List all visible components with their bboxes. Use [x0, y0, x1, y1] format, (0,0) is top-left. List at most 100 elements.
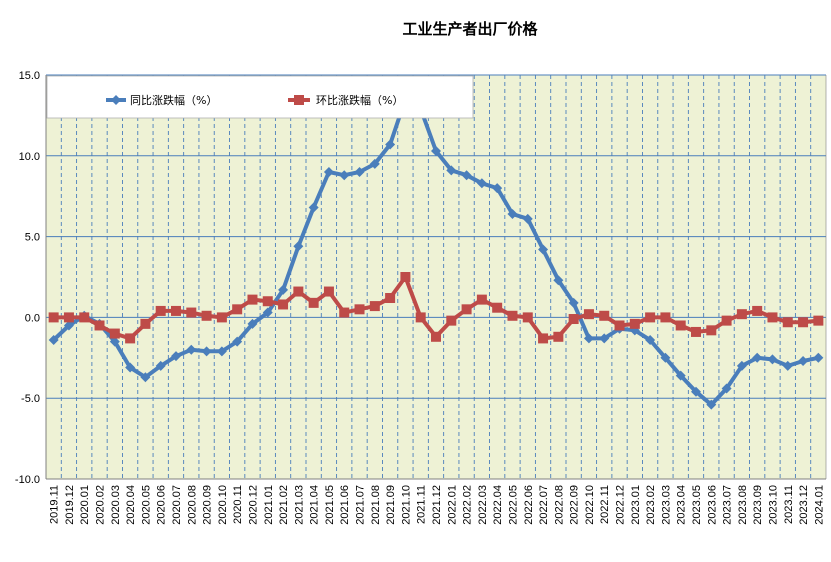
x-tick-label: 2023.03 [660, 485, 672, 525]
x-tick-label: 2022.03 [477, 485, 489, 525]
data-point-mom [155, 305, 166, 316]
legend-label-yoy: 同比涨跌幅（%） [130, 93, 217, 107]
data-point-mom [614, 320, 625, 331]
data-point-mom [354, 304, 365, 315]
data-point-yoy [278, 284, 289, 295]
data-point-mom [216, 312, 227, 323]
data-point-yoy [63, 320, 74, 331]
data-point-mom [813, 315, 824, 326]
data-point-yoy [140, 372, 151, 383]
data-point-yoy [431, 145, 441, 156]
data-point-mom [339, 307, 350, 318]
data-point-yoy [568, 297, 579, 308]
x-tick-label: 2022.07 [538, 485, 550, 525]
x-tick-label: 2022.09 [569, 485, 581, 525]
data-point-mom [645, 312, 656, 323]
data-point-mom [94, 320, 105, 331]
legend-item-yoy: 同比涨跌幅（%） [106, 93, 217, 107]
data-point-mom [201, 310, 212, 321]
y-tick-label: 5.0 [25, 232, 40, 244]
data-point-yoy [186, 344, 197, 355]
chart-title: 工业生产者出厂价格 [402, 20, 538, 38]
data-point-yoy [553, 275, 564, 286]
x-tick-label: 2021.04 [309, 485, 321, 525]
x-tick-label: 2023.11 [783, 485, 795, 524]
plot-area [46, 75, 826, 479]
series-layer [48, 94, 824, 410]
data-point-yoy [706, 399, 717, 410]
data-point-mom [232, 304, 243, 315]
data-point-yoy [232, 336, 243, 347]
data-point-yoy [171, 351, 181, 362]
x-tick-label: 2020.05 [140, 485, 152, 525]
data-point-mom [48, 312, 59, 323]
x-tick-label: 2021.07 [355, 485, 367, 525]
legend-marker-diamond [111, 95, 121, 105]
data-point-mom [798, 317, 809, 328]
data-point-mom [247, 294, 258, 305]
x-tick-label: 2021.11 [416, 485, 428, 524]
x-tick-label: 2019.11 [49, 485, 61, 524]
data-point-yoy [216, 346, 227, 357]
data-point-mom [492, 302, 503, 313]
x-tick-label: 2021.10 [400, 485, 412, 525]
data-point-mom [293, 286, 304, 297]
data-point-mom [629, 318, 640, 329]
data-point-yoy [323, 166, 334, 177]
data-point-mom [538, 333, 549, 344]
data-point-mom [660, 312, 671, 323]
x-tick-label: 2023.02 [645, 485, 657, 525]
x-tick-label: 2023.09 [752, 485, 764, 525]
plot-background [46, 75, 826, 479]
x-tick-label: 2022.12 [615, 485, 627, 525]
data-point-mom [568, 314, 579, 325]
x-tick-label: 2024.01 [813, 485, 825, 525]
x-tick-label: 2020.12 [247, 485, 259, 525]
data-point-mom [171, 305, 181, 316]
x-tick-label: 2022.02 [462, 485, 474, 525]
data-point-yoy [583, 333, 594, 344]
data-point-mom [522, 312, 533, 323]
data-point-yoy [782, 360, 793, 371]
x-tick-label: 2022.06 [523, 485, 535, 525]
data-point-yoy [155, 360, 166, 371]
x-tick-label: 2021.08 [370, 485, 382, 525]
x-tick-label: 2020.08 [186, 485, 198, 525]
data-point-mom [721, 315, 732, 326]
data-point-mom [583, 309, 594, 320]
y-tick-label: -5.0 [21, 393, 40, 405]
x-tick-label: 2020.11 [232, 485, 244, 524]
x-tick-label: 2020.03 [110, 485, 122, 525]
x-tick-label: 2020.04 [125, 485, 137, 525]
data-point-yoy [522, 213, 533, 224]
data-point-mom [186, 307, 197, 318]
data-point-yoy [813, 352, 824, 363]
x-tick-label: 2023.08 [737, 485, 749, 525]
data-point-mom [476, 294, 487, 305]
data-point-mom [599, 310, 610, 321]
x-tick-label: 2021.05 [324, 485, 336, 525]
legend-item-mom: 环比涨跌幅（%） [288, 93, 403, 107]
data-point-yoy [645, 335, 656, 346]
data-point-yoy [752, 352, 763, 363]
x-tick-label: 2020.06 [156, 485, 168, 525]
x-tick-label: 2022.01 [446, 485, 458, 525]
data-point-yoy [721, 383, 732, 394]
x-tick-label: 2022.11 [599, 485, 611, 524]
x-tick-label: 2019.12 [64, 485, 76, 525]
x-tick-label: 2020.07 [171, 485, 183, 525]
data-point-yoy [308, 202, 319, 213]
data-point-yoy [125, 362, 136, 373]
data-point-mom [385, 293, 396, 304]
data-point-yoy [385, 139, 396, 150]
data-point-mom [109, 328, 120, 339]
data-point-yoy [339, 170, 350, 181]
x-tick-label: 2022.08 [553, 485, 565, 525]
data-point-mom [691, 326, 701, 337]
data-point-yoy [476, 178, 487, 189]
data-point-yoy [369, 158, 380, 169]
x-tick-label: 2020.01 [79, 485, 91, 525]
data-point-mom [675, 320, 686, 331]
